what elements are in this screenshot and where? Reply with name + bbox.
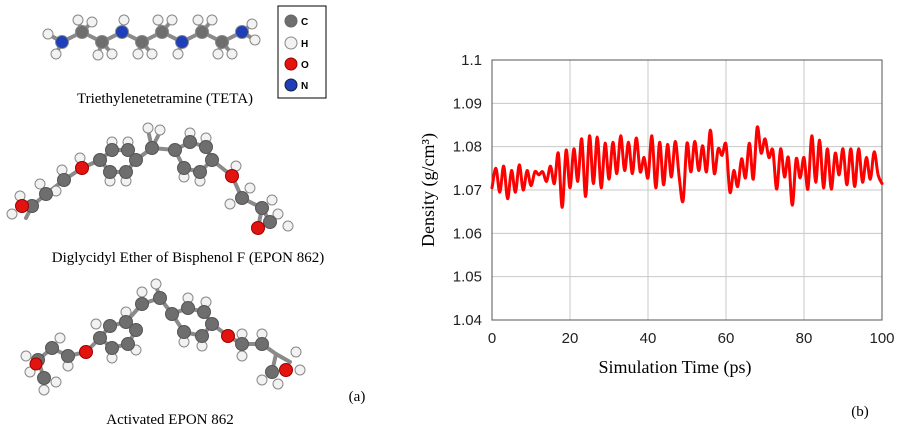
legend-carbon-marker bbox=[284, 14, 298, 28]
x-tick-label: 100 bbox=[869, 330, 894, 347]
legend-oxygen-marker bbox=[284, 57, 298, 71]
y-axis-label: Density (g/cm³) bbox=[418, 133, 439, 247]
epon-862-caption: Diglycidyl Ether of Bisphenol F (EPON 86… bbox=[52, 250, 324, 266]
x-tick-label: 40 bbox=[640, 330, 657, 347]
plot-area-frame bbox=[491, 59, 883, 321]
x-tick-label: 20 bbox=[562, 330, 579, 347]
y-tick-labels: 1.04 1.05 1.06 1.07 1.08 1.09 1.1 bbox=[453, 52, 482, 329]
teta-molecule-image bbox=[42, 14, 261, 61]
y-tick-label: 1.05 bbox=[453, 269, 482, 286]
x-tick-label: 60 bbox=[718, 330, 735, 347]
x-tick-label: 0 bbox=[488, 330, 496, 347]
y-tick-label: 1.07 bbox=[453, 182, 482, 199]
legend-carbon-label: C bbox=[301, 17, 308, 28]
y-tick-label: 1.04 bbox=[453, 312, 482, 329]
panel-a-label: (a) bbox=[349, 389, 366, 405]
x-axis-label: Simulation Time (ps) bbox=[598, 357, 751, 378]
panel-b-label: (b) bbox=[851, 404, 869, 420]
atom-legend: C H O N bbox=[277, 5, 327, 99]
horizontal-gridlines bbox=[492, 59, 882, 321]
y-tick-label: 1.06 bbox=[453, 225, 482, 242]
y-tick-label: 1.1 bbox=[461, 52, 482, 69]
teta-caption: Triethylenetetramine (TETA) bbox=[77, 91, 253, 107]
epon-862-molecule-image bbox=[6, 122, 294, 235]
legend-hydrogen-label: H bbox=[301, 39, 308, 50]
legend-nitrogen-marker bbox=[284, 78, 298, 92]
activated-epon-862-molecule-image bbox=[20, 278, 306, 396]
density-series-line bbox=[490, 125, 884, 209]
density-chart: 1.04 1.05 1.06 1.07 1.08 1.09 1.1 0 20 40 60 80 100… bbox=[418, 52, 895, 420]
legend-oxygen-label: O bbox=[301, 60, 309, 71]
activated-epon-862-caption: Activated EPON 862 bbox=[106, 412, 233, 428]
panel-a: C H O N Triethylenetetramine (TETA) bbox=[6, 5, 366, 428]
y-tick-label: 1.08 bbox=[453, 139, 482, 156]
y-tick-label: 1.09 bbox=[453, 95, 482, 112]
x-tick-labels: 0 20 40 60 80 100 bbox=[488, 330, 895, 347]
legend-nitrogen-label: N bbox=[301, 81, 308, 92]
x-tick-label: 80 bbox=[796, 330, 813, 347]
legend-hydrogen-marker bbox=[284, 36, 298, 50]
